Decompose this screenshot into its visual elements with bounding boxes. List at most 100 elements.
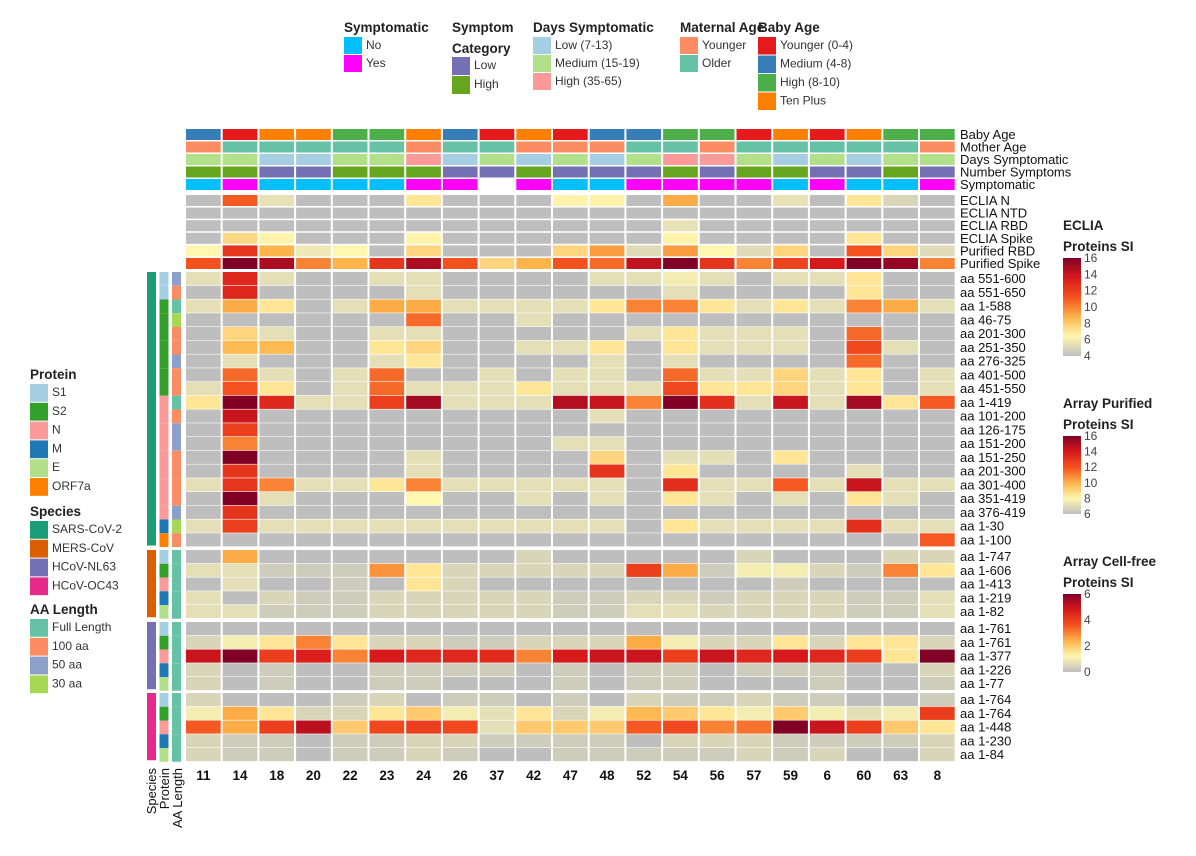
annotation-row-label: Number Symptoms xyxy=(960,165,1072,180)
heatmap-cell xyxy=(442,395,478,409)
heatmap-cell xyxy=(516,313,551,327)
heatmap-cell xyxy=(222,563,258,577)
heatmap-cell xyxy=(736,693,772,707)
heatmap-cell xyxy=(516,635,551,649)
heatmap-cell xyxy=(516,368,551,382)
heatmap-cell xyxy=(773,605,808,619)
heatmap-cell xyxy=(369,285,405,299)
heatmap-cell xyxy=(259,591,295,605)
heatmap-cell xyxy=(442,272,478,286)
aa-length-annotation-cell xyxy=(172,478,181,492)
aa-length-annotation-cell xyxy=(172,505,181,520)
heatmap-cell xyxy=(332,232,368,244)
heatmap-cell xyxy=(332,577,368,591)
heatmap-cell xyxy=(186,492,221,506)
legend-label: Medium (15-19) xyxy=(555,56,640,70)
heatmap-cell xyxy=(699,450,735,464)
heatmap-cell xyxy=(296,195,331,206)
heatmap-cell xyxy=(516,492,551,506)
heatmap-cell xyxy=(809,563,845,577)
heatmap-cell xyxy=(626,720,662,734)
colorbar-gradient xyxy=(1063,436,1081,514)
annotation-cell xyxy=(186,166,221,178)
heatmap-cell xyxy=(186,519,221,533)
heatmap-cell xyxy=(406,464,441,478)
heatmap-cell xyxy=(186,340,221,354)
heatmap-cell xyxy=(479,220,515,232)
heatmap-cell xyxy=(809,423,845,437)
heatmap-cell xyxy=(222,478,258,492)
heatmap-cell xyxy=(186,464,221,478)
aa-length-annotation-cell xyxy=(172,382,181,396)
heatmap-cell xyxy=(920,635,955,649)
heatmap-cell xyxy=(369,649,405,663)
heatmap-cell xyxy=(809,272,845,286)
heatmap-cell xyxy=(296,272,331,286)
heatmap-cell xyxy=(699,327,735,341)
heatmap-cell xyxy=(516,533,551,547)
heatmap-cell xyxy=(883,519,918,533)
heatmap-cell xyxy=(809,340,845,354)
row-label: aa 151-200 xyxy=(960,436,1026,451)
heatmap-cell xyxy=(479,313,515,327)
heatmap-cell xyxy=(516,622,551,636)
heatmap-cell xyxy=(663,437,698,451)
heatmap-cell xyxy=(296,245,331,257)
heatmap-cell xyxy=(663,313,698,327)
heatmap-cell xyxy=(626,563,662,577)
legend-swatch xyxy=(758,74,776,92)
colorbar-tick-label: 4 xyxy=(1084,349,1091,363)
heatmap-cell xyxy=(553,720,588,734)
heatmap-cell xyxy=(442,734,478,748)
heatmap-cell xyxy=(332,706,368,720)
heatmap-cell xyxy=(516,450,551,464)
annotation-cell xyxy=(699,166,735,178)
heatmap-cell xyxy=(699,563,735,577)
heatmap-cell xyxy=(296,368,331,382)
column-label: 47 xyxy=(563,768,578,783)
heatmap-cell xyxy=(442,550,478,564)
annotation-cell xyxy=(516,141,551,153)
heatmap-cell xyxy=(332,478,368,492)
protein-annotation-cell xyxy=(159,409,169,424)
heatmap-cell xyxy=(516,649,551,663)
heatmap-cell xyxy=(369,313,405,327)
heatmap-cell xyxy=(479,734,515,748)
row-label: aa 251-350 xyxy=(960,340,1026,355)
heatmap-cell xyxy=(296,577,331,591)
heatmap-cell xyxy=(296,505,331,519)
annotation-cell xyxy=(846,166,882,178)
heatmap-cell xyxy=(883,272,918,286)
heatmap-cell xyxy=(773,195,808,206)
legend-title: Category xyxy=(452,41,511,56)
colorbar-title: Array Purified xyxy=(1063,396,1152,411)
heatmap-cell xyxy=(773,245,808,257)
aa-length-annotation-cell xyxy=(172,423,181,437)
heatmap-cell xyxy=(516,382,551,396)
heatmap-cell xyxy=(479,505,515,519)
aa-length-annotation-cell xyxy=(172,577,181,592)
annotation-row-label: Mother Age xyxy=(960,140,1027,155)
heatmap-cell xyxy=(296,220,331,232)
heatmap-cell xyxy=(442,533,478,547)
colorbar-tick-label: 16 xyxy=(1084,251,1098,265)
heatmap-cell xyxy=(442,464,478,478)
annotation-cell xyxy=(663,179,698,190)
legend-label: S2 xyxy=(52,404,67,418)
annotation-cell xyxy=(186,129,221,140)
heatmap-cell xyxy=(222,677,258,691)
heatmap-cell xyxy=(332,635,368,649)
heatmap-cell xyxy=(406,272,441,286)
heatmap-cell xyxy=(369,450,405,464)
annotation-row: Baby Age xyxy=(186,127,1016,142)
heatmap-cell xyxy=(589,313,625,327)
legend-swatch xyxy=(533,55,551,72)
heatmap-cell xyxy=(883,450,918,464)
heatmap-cell xyxy=(516,327,551,341)
aa-length-annotation-cell xyxy=(172,450,181,465)
row-label: aa 1-588 xyxy=(960,299,1011,314)
heatmap-cell xyxy=(920,519,955,533)
annotation-cell xyxy=(699,179,735,190)
heatmap-cell xyxy=(846,368,882,382)
heatmap-cell xyxy=(883,327,918,341)
